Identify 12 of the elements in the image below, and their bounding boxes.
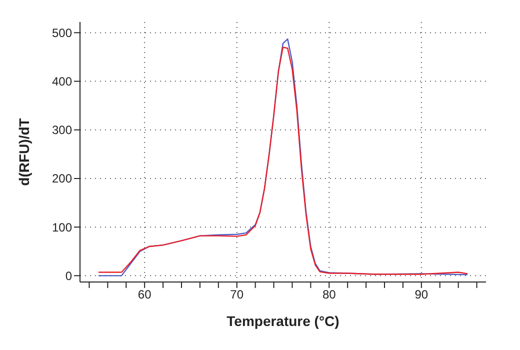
x-axis-title: Temperature (°C) [226, 313, 340, 329]
x-tick-label: 90 [414, 288, 428, 302]
y-tick-label: 400 [52, 74, 72, 89]
x-tick-label: 80 [322, 288, 336, 302]
y-tick-label: 500 [52, 26, 72, 40]
y-axis-title: d(RFU)/dT [16, 118, 32, 186]
y-tick-label: 100 [52, 220, 72, 234]
x-tick-label: 60 [138, 288, 152, 302]
x-tick-label: 70 [230, 288, 244, 302]
y-tick-label: 200 [52, 172, 72, 186]
y-tick-label: 300 [52, 123, 72, 138]
y-tick-label: 0 [65, 268, 72, 283]
